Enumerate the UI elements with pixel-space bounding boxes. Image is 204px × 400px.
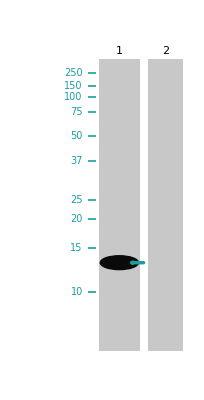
Ellipse shape	[100, 256, 138, 270]
Bar	[98, 59, 139, 351]
Text: 250: 250	[64, 68, 82, 78]
Text: 15: 15	[70, 242, 82, 252]
Text: 20: 20	[70, 214, 82, 224]
Text: 2: 2	[161, 46, 168, 56]
Text: 10: 10	[70, 287, 82, 297]
Text: 50: 50	[70, 131, 82, 141]
Text: 1: 1	[115, 46, 122, 56]
Text: 37: 37	[70, 156, 82, 166]
Text: 25: 25	[70, 195, 82, 205]
Bar	[147, 59, 182, 351]
Text: 75: 75	[70, 107, 82, 117]
Text: 100: 100	[64, 92, 82, 102]
Text: 150: 150	[64, 80, 82, 90]
